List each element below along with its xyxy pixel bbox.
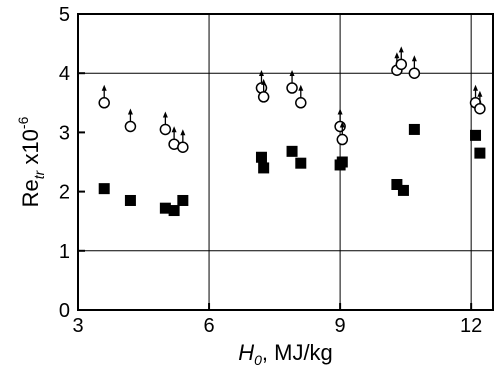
arrow-head: [261, 78, 267, 85]
filled-square-marker: [168, 205, 180, 217]
open-circle-marker: [124, 120, 137, 133]
arrow-head: [289, 70, 295, 76]
arrow-head: [473, 84, 479, 91]
arrow-head: [398, 46, 404, 53]
open-circle-marker: [336, 133, 349, 146]
x-tick-label: 9: [335, 315, 346, 337]
filled-square-marker: [474, 147, 486, 159]
x-axis-title: H0, MJ/kg: [238, 340, 333, 368]
x-axis-title-rest: , MJ/kg: [262, 340, 333, 365]
open-circle-marker: [98, 97, 110, 109]
open-circle-marker: [395, 58, 408, 71]
filled-square-marker: [470, 129, 482, 141]
arrow-head: [477, 90, 483, 97]
arrow-head: [339, 121, 345, 128]
y-tick-label: 2: [59, 182, 70, 204]
y-axis-title-sub: tr: [31, 169, 47, 179]
open-circle-marker: [159, 123, 172, 136]
y-tick-label: 0: [59, 300, 70, 322]
arrow-head: [298, 84, 304, 91]
x-axis-title-main: H: [238, 340, 254, 365]
y-tick-label: 3: [59, 122, 70, 144]
x-tick-label: 6: [203, 315, 214, 337]
open-circle-marker: [286, 82, 298, 94]
plot-frame: [77, 13, 494, 311]
filled-square-marker: [295, 157, 307, 169]
filled-square-marker: [177, 194, 189, 206]
reference-lines: [78, 14, 493, 310]
filled-square-marker: [286, 145, 298, 157]
open-circle-marker: [177, 141, 189, 153]
filled-square-marker: [124, 194, 136, 206]
filled-square-marker: [98, 183, 110, 195]
arrow-head: [171, 126, 177, 133]
arrow-head: [394, 52, 400, 59]
y-axis-title: Retr x10-6: [15, 116, 47, 207]
x-tick-label: 3: [72, 315, 83, 337]
arrow-head: [101, 84, 107, 91]
arrow-head: [337, 108, 343, 115]
x-axis-title-sub: 0: [254, 352, 262, 368]
filled-square-marker: [336, 156, 348, 168]
filled-square-marker: [391, 178, 403, 190]
filled-square-marker: [258, 162, 270, 174]
filled-square-marker: [255, 151, 267, 163]
open-circle-marker: [474, 102, 486, 115]
y-tick-label: 5: [59, 4, 70, 26]
y-axis-title-main: Re: [18, 179, 43, 207]
data-markers: [98, 46, 486, 217]
arrow-head: [180, 129, 186, 136]
arrow-head: [127, 108, 133, 115]
arrow-head: [411, 55, 417, 62]
filled-square-marker: [159, 202, 171, 214]
y-axis-title-sup: -6: [15, 116, 31, 129]
open-circle-marker: [295, 97, 307, 109]
arrow-head: [162, 111, 168, 118]
arrow-head: [258, 70, 264, 76]
open-circle-marker: [257, 91, 270, 103]
filled-square-marker: [408, 123, 420, 135]
y-tick-label: 4: [59, 63, 70, 85]
open-circle-marker: [408, 67, 421, 79]
x-tick-label: 12: [460, 315, 482, 337]
filled-square-marker: [397, 184, 409, 196]
y-tick-label: 1: [59, 241, 70, 263]
y-axis-title-mid: x10: [18, 129, 43, 171]
